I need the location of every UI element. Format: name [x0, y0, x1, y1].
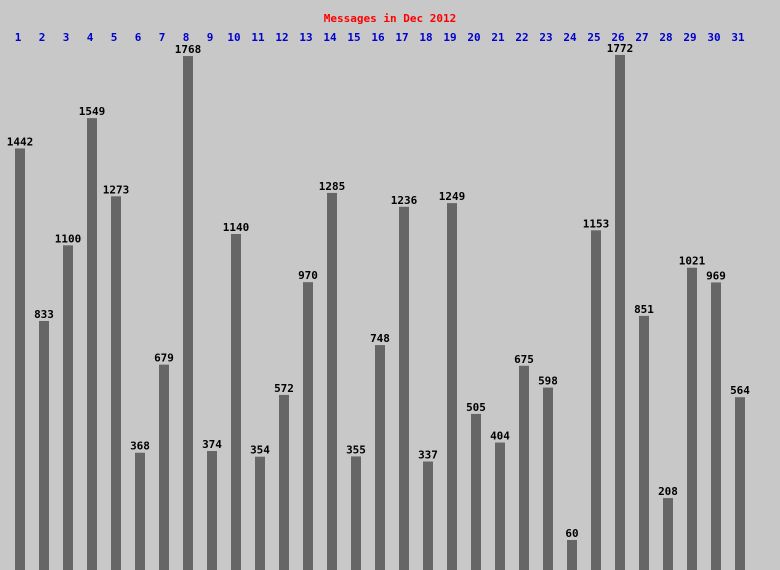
bar — [543, 387, 553, 570]
x-tick-label: 28 — [659, 31, 672, 44]
bar — [231, 234, 241, 570]
bar — [519, 365, 529, 570]
bar — [639, 315, 649, 570]
value-label: 505 — [466, 401, 486, 414]
value-label: 1021 — [679, 255, 706, 268]
x-tick-label: 29 — [683, 31, 696, 44]
bar — [15, 148, 25, 570]
value-label: 598 — [538, 375, 558, 388]
x-tick-label: 10 — [227, 31, 240, 44]
value-label: 1140 — [223, 221, 250, 234]
value-label: 355 — [346, 443, 366, 456]
x-tick-label: 21 — [491, 31, 505, 44]
value-label: 679 — [154, 352, 174, 365]
value-label: 374 — [202, 438, 222, 451]
value-label: 564 — [730, 384, 750, 397]
value-label: 1772 — [607, 42, 634, 55]
x-tick-label: 18 — [419, 31, 432, 44]
value-label: 748 — [370, 332, 390, 345]
bar — [399, 206, 409, 570]
x-tick-label: 9 — [207, 31, 214, 44]
bar — [471, 413, 481, 570]
x-tick-label: 27 — [635, 31, 648, 44]
value-label: 1249 — [439, 190, 466, 203]
x-tick-label: 31 — [731, 31, 745, 44]
x-tick-label: 16 — [371, 31, 385, 44]
value-label: 1273 — [103, 183, 130, 196]
x-tick-label: 4 — [87, 31, 94, 44]
x-tick-label: 8 — [183, 31, 190, 44]
x-tick-label: 13 — [299, 31, 312, 44]
value-label: 970 — [298, 269, 318, 282]
bar — [591, 230, 601, 570]
chart-title: Messages in Dec 2012 — [324, 12, 456, 25]
x-tick-label: 11 — [251, 31, 265, 44]
bar — [39, 320, 49, 570]
bar — [279, 394, 289, 570]
bar — [255, 456, 265, 570]
value-label: 208 — [658, 485, 678, 498]
value-label: 1442 — [7, 135, 34, 148]
value-label: 368 — [130, 440, 150, 453]
bar — [183, 56, 193, 570]
x-tick-label: 7 — [159, 31, 166, 44]
bar — [159, 364, 169, 570]
value-label: 851 — [634, 303, 654, 316]
value-label: 1153 — [583, 217, 610, 230]
value-label: 1100 — [55, 232, 82, 245]
bar — [375, 345, 385, 570]
x-tick-label: 6 — [135, 31, 142, 44]
value-label: 833 — [34, 308, 54, 321]
bar — [423, 461, 433, 570]
x-tick-label: 1 — [15, 31, 22, 44]
bar — [711, 282, 721, 570]
x-tick-label: 17 — [395, 31, 408, 44]
x-tick-label: 22 — [515, 31, 528, 44]
value-label: 60 — [565, 527, 578, 540]
x-tick-label: 14 — [323, 31, 337, 44]
x-tick-label: 24 — [563, 31, 577, 44]
bar — [63, 245, 73, 570]
bar — [111, 196, 121, 570]
bar — [567, 540, 577, 570]
bar — [663, 498, 673, 570]
x-tick-label: 19 — [443, 31, 456, 44]
x-tick-label: 20 — [467, 31, 480, 44]
x-tick-label: 15 — [347, 31, 360, 44]
x-tick-label: 5 — [111, 31, 118, 44]
bar — [135, 452, 145, 570]
value-label: 1285 — [319, 180, 346, 193]
bar — [615, 54, 625, 570]
x-tick-label: 2 — [39, 31, 46, 44]
x-tick-label: 25 — [587, 31, 600, 44]
bar — [303, 282, 313, 570]
bar — [327, 192, 337, 570]
value-label: 1549 — [79, 105, 106, 118]
value-label: 675 — [514, 353, 534, 366]
x-tick-label: 23 — [539, 31, 552, 44]
x-tick-label: 26 — [611, 31, 625, 44]
value-label: 404 — [490, 430, 510, 443]
bar — [447, 203, 457, 570]
bar — [87, 118, 97, 570]
value-label: 354 — [250, 444, 270, 457]
bar — [351, 456, 361, 570]
bar — [495, 442, 505, 570]
x-tick-label: 12 — [275, 31, 288, 44]
x-tick-label: 3 — [63, 31, 70, 44]
value-label: 337 — [418, 449, 438, 462]
bar — [735, 397, 745, 570]
x-tick-label: 30 — [707, 31, 720, 44]
bar — [687, 267, 697, 570]
value-label: 1236 — [391, 194, 418, 207]
value-label: 969 — [706, 269, 726, 282]
bar — [207, 451, 217, 570]
value-label: 572 — [274, 382, 294, 395]
value-label: 1768 — [175, 43, 202, 56]
